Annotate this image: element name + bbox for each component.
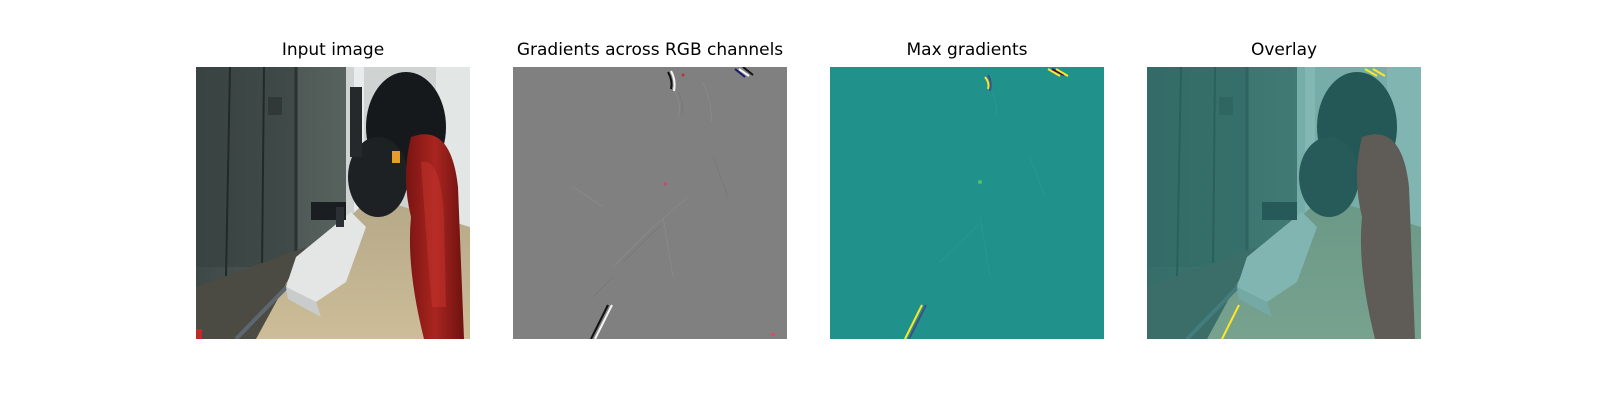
panel-max-gradients: Max gradients <box>830 40 1104 362</box>
panel-title: Max gradients <box>906 40 1028 60</box>
panel-overlay: Overlay <box>1147 40 1421 362</box>
input-image <box>196 67 470 339</box>
panel-input-image: Input image <box>196 40 470 362</box>
panel-title: Gradients across RGB channels <box>516 40 784 60</box>
panel-title: Overlay <box>1250 40 1318 60</box>
panel-rgb-gradients: Gradients across RGB channels <box>513 40 787 362</box>
panel-title: Input image <box>281 40 385 60</box>
max-gradients-image <box>830 67 1104 339</box>
overlay-image <box>1147 67 1421 339</box>
rgb-gradients-image <box>513 67 787 339</box>
